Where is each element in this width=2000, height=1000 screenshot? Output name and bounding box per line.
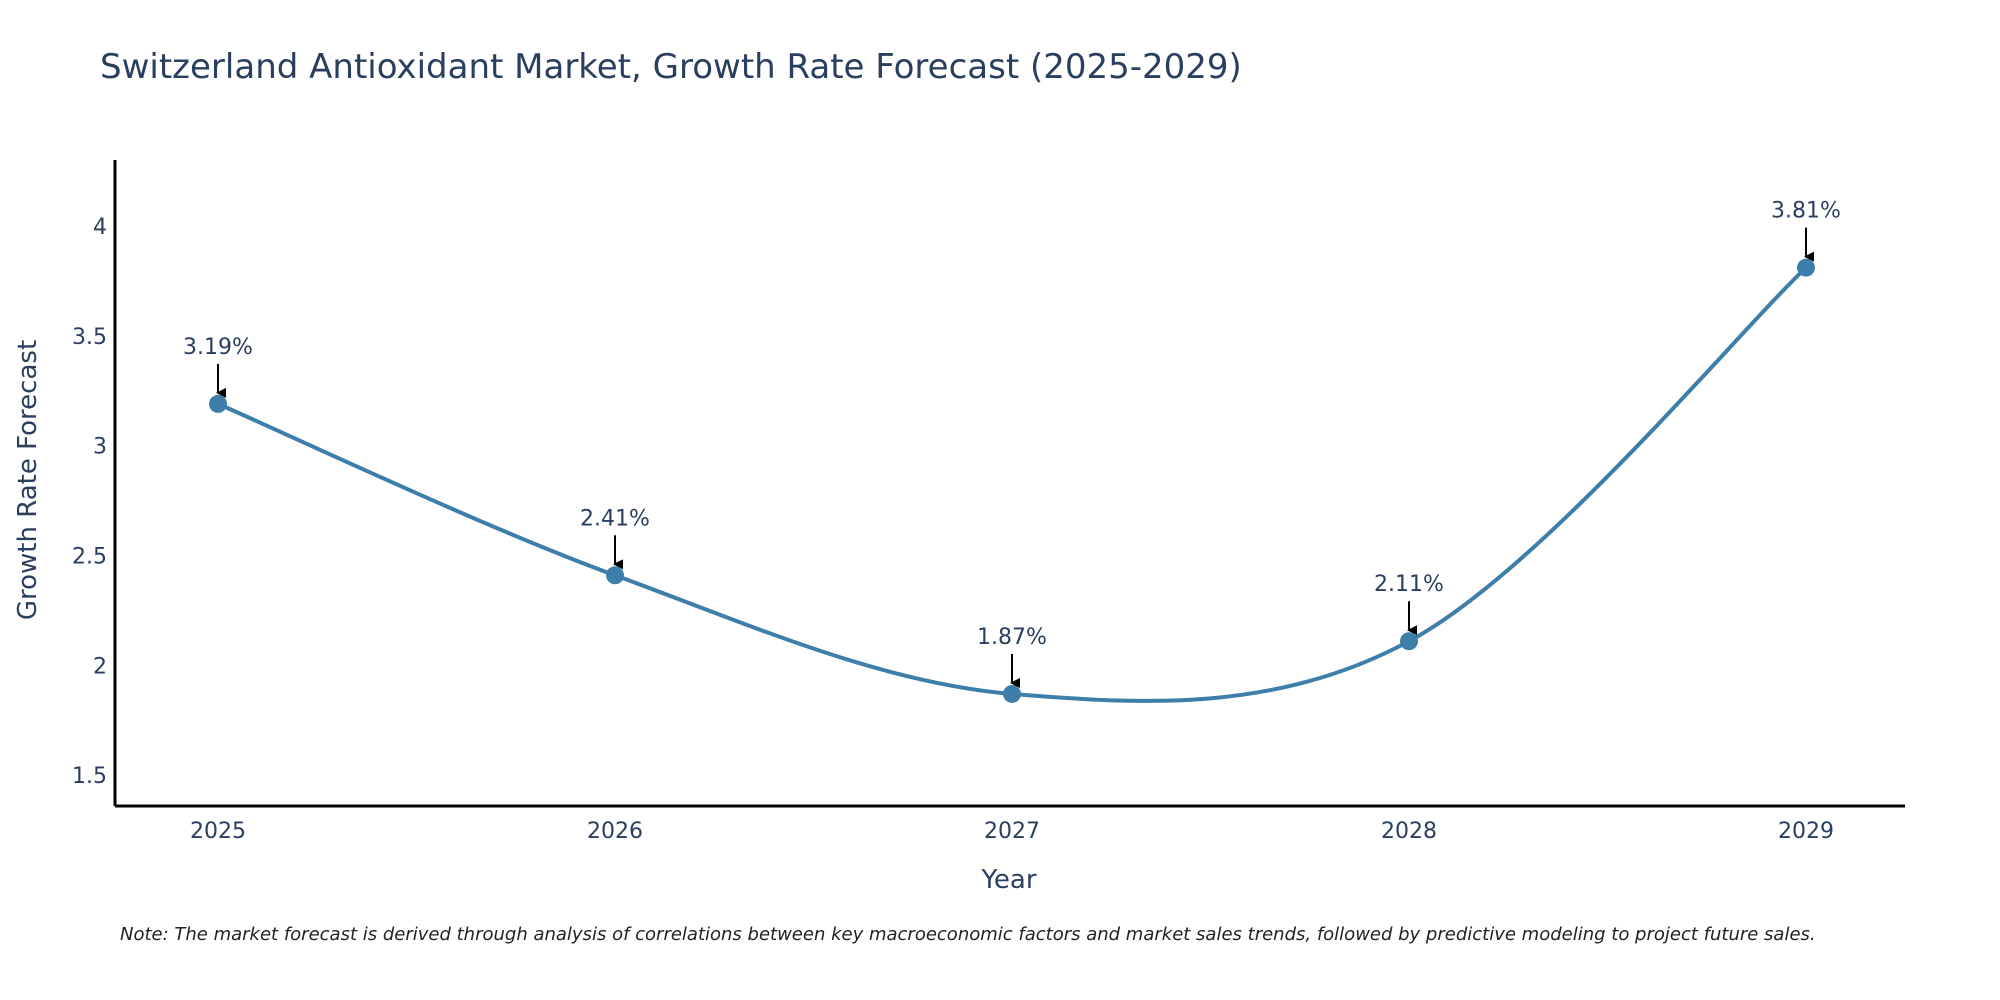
data-label: 3.81% <box>1771 199 1841 224</box>
data-label: 1.87% <box>977 625 1047 650</box>
data-point <box>1400 632 1418 651</box>
footnote: Note: The market forecast is derived thr… <box>120 924 1816 945</box>
data-point <box>1797 258 1815 277</box>
chart-title: Switzerland Antioxidant Market, Growth R… <box>100 47 1242 87</box>
x-tick-label: 2029 <box>1778 819 1834 844</box>
y-tick-label: 2.5 <box>72 545 107 570</box>
y-tick-label: 1.5 <box>72 764 107 789</box>
y-tick-label: 2 <box>93 654 107 679</box>
y-tick-label: 3.5 <box>72 325 107 350</box>
x-axis-ticks: 2025 2026 2027 2028 2029 <box>190 819 1834 844</box>
data-point <box>1003 684 1021 703</box>
x-tick-label: 2025 <box>190 819 246 844</box>
x-axis-title: Year <box>980 865 1036 895</box>
y-tick-label: 4 <box>93 215 107 240</box>
data-label: 3.19% <box>183 335 253 360</box>
data-label: 2.11% <box>1374 572 1444 597</box>
data-label: 2.41% <box>580 506 650 531</box>
series-line <box>217 266 1808 703</box>
y-axis-title: Growth Rate Forecast <box>13 340 43 620</box>
series-markers <box>209 258 1815 703</box>
data-annotations: 3.19% 2.41% 1.87% 2.11% 3.81% <box>183 199 1841 688</box>
x-tick-label: 2026 <box>587 819 643 844</box>
y-tick-label: 3 <box>93 435 107 460</box>
y-axis-ticks: 1.5 2 2.5 3 3.5 4 <box>72 215 107 789</box>
data-point <box>606 566 624 585</box>
x-tick-label: 2027 <box>984 819 1040 844</box>
x-tick-label: 2028 <box>1381 819 1437 844</box>
data-point <box>209 394 227 413</box>
